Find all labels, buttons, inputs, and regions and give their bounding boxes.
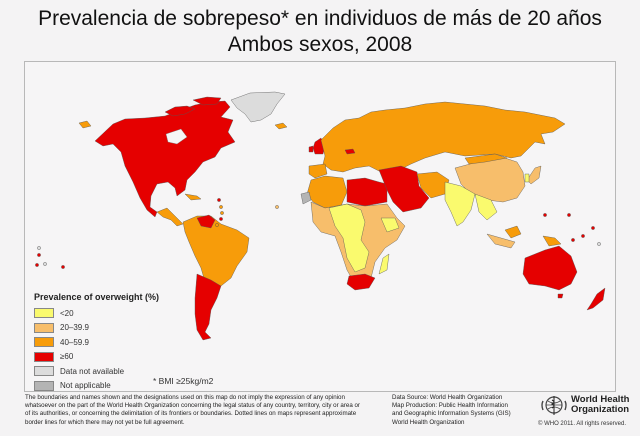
region-sahel-central-africa: [328, 203, 370, 273]
who-name-line: Organization: [571, 404, 630, 415]
region-caribbean: [184, 193, 202, 201]
region-se-asia: [474, 193, 498, 221]
region-korea: [524, 173, 530, 183]
legend-swatch: [34, 351, 54, 362]
legend-item-lt20: <20: [34, 306, 234, 321]
legend-swatch: [34, 366, 54, 377]
map-frame: Prevalence of overweight (%) <20 20–39.9…: [24, 61, 616, 392]
region-south-america: [182, 215, 250, 293]
world-map: [35, 91, 606, 341]
legend-item-20-39: 20–39.9: [34, 321, 234, 336]
legend-label: ≥60: [60, 352, 74, 362]
copyright: © WHO 2011. All rights reserved.: [538, 421, 627, 427]
legend-item-40-59: 40–59.9: [34, 335, 234, 350]
region-middle-east: [378, 165, 430, 213]
legend-item-not-applicable: Not applicable: [34, 379, 234, 392]
source-line: and Geographic Information Systems (GIS): [392, 410, 511, 418]
source-line: World Health Organization: [392, 418, 465, 426]
region-aleutian: [78, 120, 92, 129]
legend-label: 40–59.9: [60, 337, 89, 347]
who-emblem-icon: [541, 396, 567, 415]
who-name: World Health Organization: [571, 395, 629, 415]
who-logo: World Health Organization: [540, 393, 629, 417]
legend-swatch: [34, 308, 54, 319]
region-new-zealand: [586, 287, 606, 311]
legend-swatch: [34, 380, 54, 391]
region-greenland: [230, 91, 286, 123]
legend-item-data-not-available: Data not available: [34, 364, 234, 379]
region-iberia: [308, 163, 328, 179]
region-australia: [522, 245, 578, 291]
region-madagascar: [378, 253, 390, 275]
map-title: Prevalencia de sobrepeso* en individuos …: [38, 7, 602, 30]
region-venezuela: [196, 214, 216, 229]
source-line: Data Source: World Health Organization: [392, 394, 503, 401]
region-central-america: [156, 207, 184, 227]
region-india: [444, 181, 476, 227]
data-source: Data Source: World Health Organization M…: [392, 394, 532, 427]
region-ethiopia: [380, 217, 400, 233]
bmi-footnote: * BMI ≥25kg/m2: [153, 376, 214, 386]
legend-swatch: [34, 337, 54, 348]
region-north-america: [94, 100, 236, 218]
region-western-sahara: [300, 191, 312, 205]
region-south-africa: [346, 273, 376, 291]
legend-item-gte60: ≥60: [34, 350, 234, 365]
region-czech: [344, 148, 356, 155]
region-papua-new-guinea: [542, 235, 562, 247]
region-europe-russia: [320, 101, 566, 173]
region-arctic-islands: [164, 105, 196, 117]
region-iceland: [274, 122, 288, 130]
region-mongolia: [464, 153, 508, 165]
who-name-line: World Health: [571, 394, 630, 405]
legend-title: Prevalence of overweight (%): [34, 292, 160, 302]
region-libya-egypt: [346, 177, 388, 207]
disclaimer-text: The boundaries and names shown and the d…: [25, 394, 360, 426]
region-indonesia: [486, 233, 516, 249]
legend-swatch: [34, 322, 54, 333]
legend-label: <20: [60, 308, 74, 318]
map-legend: Prevalence of overweight (%) <20 20–39.9…: [34, 292, 234, 392]
legend-label: Data not available: [60, 366, 125, 376]
source-line: Map Production: Public Health Informatio…: [392, 402, 508, 410]
legend-label: Not applicable: [60, 381, 111, 391]
map-subtitle: Ambos sexos, 2008: [227, 33, 413, 56]
legend-label: 20–39.9: [60, 323, 89, 333]
region-argentina-chile: [194, 273, 222, 341]
